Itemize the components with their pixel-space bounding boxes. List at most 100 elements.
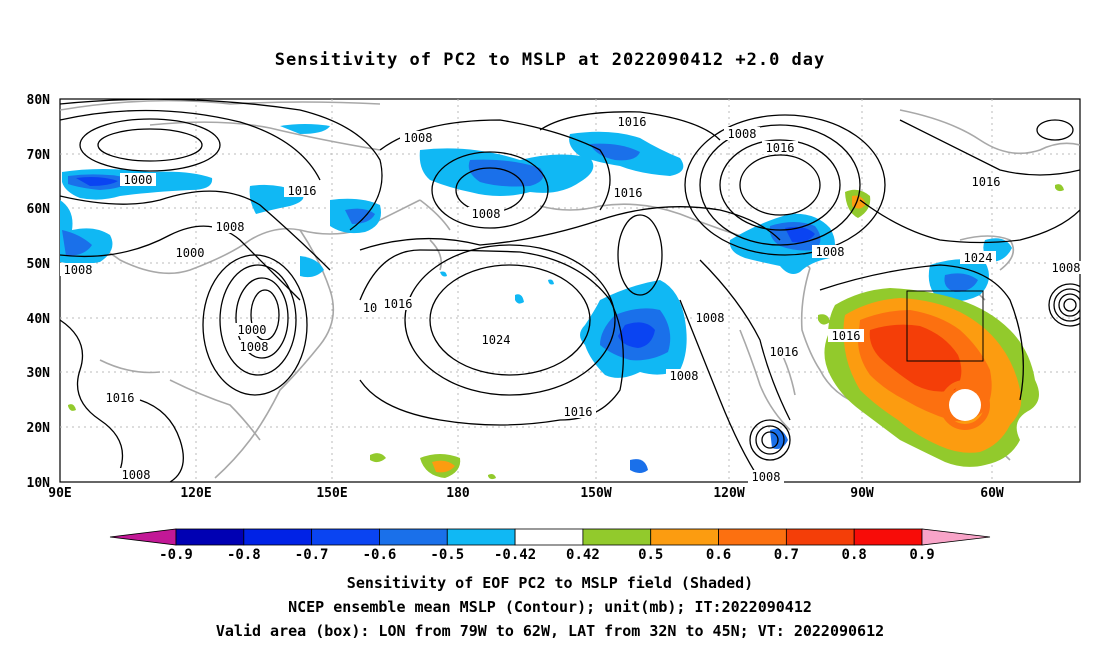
contour-label-bg xyxy=(468,207,504,220)
contour-label: 1008 xyxy=(216,220,245,234)
colorbar-swatch xyxy=(514,528,584,546)
contour-label-bg xyxy=(236,340,272,353)
contour-label-bg xyxy=(380,297,416,310)
lat-label: 80N xyxy=(27,93,51,108)
contour-label-bg xyxy=(360,301,380,314)
contour-label: 1008 xyxy=(64,263,93,277)
contour-label-bg xyxy=(120,173,156,186)
colorbar-label: 0.42 xyxy=(566,547,600,563)
contour-label: 1016 xyxy=(384,297,413,311)
contour-label: 1000 xyxy=(176,246,205,260)
mslp-contours xyxy=(60,99,1080,482)
lon-label: 150W xyxy=(580,486,611,501)
footer-line-1: Sensitivity of EOF PC2 to MSLP field (Sh… xyxy=(346,574,754,592)
contour-label: 1008 xyxy=(1052,261,1081,275)
lon-label: 90E xyxy=(48,486,71,501)
contour-label-bg xyxy=(666,369,702,382)
lat-label: 30N xyxy=(27,366,51,381)
contour-label-bg xyxy=(748,470,784,483)
contour-label-bg xyxy=(172,246,208,259)
colorbar-swatch xyxy=(785,528,855,546)
colorbar-label: 0.8 xyxy=(842,547,867,563)
contour-label-bg xyxy=(762,141,798,154)
colorbar-label: 0.6 xyxy=(706,547,731,563)
contour-label-bg xyxy=(766,345,802,358)
colorbar-label: 0.9 xyxy=(909,547,934,563)
colorbar-swatch xyxy=(175,528,245,546)
colorbar-left-arrow xyxy=(109,528,177,546)
colorbar-swatch xyxy=(446,528,516,546)
valid-area-box xyxy=(906,290,984,362)
contour-label-bg xyxy=(212,220,248,233)
colorbar-swatch xyxy=(718,528,787,546)
contour-labels: 1000 1008 1016 1008 1000 1016 1008 1008 1016 1008… xyxy=(60,115,1084,484)
contour-label-bg xyxy=(284,184,320,197)
contour-label: 1024 xyxy=(964,251,993,265)
colorbar-swatch xyxy=(243,528,313,546)
contour-label: 1008 xyxy=(696,311,725,325)
lat-label: 10N xyxy=(27,476,51,491)
contour-label-bg xyxy=(560,405,596,418)
contour-label: 1008 xyxy=(122,468,151,482)
contour-label-bg xyxy=(610,186,646,199)
lat-label: 40N xyxy=(27,312,51,327)
longitude-labels: 90E 120E 150E 180 150W 120W 90W 60W xyxy=(48,486,1004,501)
lat-label: 60N xyxy=(27,202,51,217)
contour-label: 1008 xyxy=(728,127,757,141)
contour-label: 1016 xyxy=(614,186,643,200)
negative-sensitivity-shading xyxy=(60,124,1012,473)
contour-label: 1008 xyxy=(670,369,699,383)
latitude-labels: 80N 70N 60N 50N 40N 30N 20N 10N xyxy=(27,93,51,491)
contour-label-bg xyxy=(692,311,728,324)
contour-label: 1008 xyxy=(752,470,781,484)
colorbar-label: 0.7 xyxy=(774,547,799,563)
contour-label-bg xyxy=(102,391,138,404)
colorbar-label: -0.7 xyxy=(295,547,329,563)
contour-label-bg xyxy=(724,127,760,140)
contour-label: 1008 xyxy=(240,340,269,354)
colorbar-swatch xyxy=(379,528,448,546)
map-title: Sensitivity of PC2 to MSLP at 2022090412… xyxy=(274,50,826,70)
contour-label-bg xyxy=(478,333,514,346)
contour-label: 1024 xyxy=(482,333,511,347)
colorbar-label: -0.42 xyxy=(494,547,536,563)
colorbar-label: -0.5 xyxy=(430,547,464,563)
contour-label: 1016 xyxy=(564,405,593,419)
lon-label: 150E xyxy=(316,486,347,501)
colorbar-swatch xyxy=(650,528,719,546)
contour-label: 1000 xyxy=(238,323,267,337)
lon-label: 90W xyxy=(850,486,874,501)
lat-label: 50N xyxy=(27,257,51,272)
colorbar-label: -0.8 xyxy=(227,547,261,563)
contour-label: 1016 xyxy=(832,329,861,343)
contour-label: 1016 xyxy=(288,184,317,198)
contour-label-bg xyxy=(960,251,996,264)
lon-label: 120W xyxy=(713,486,744,501)
contour-label: 1016 xyxy=(106,391,135,405)
lat-label: 70N xyxy=(27,148,51,163)
lon-label: 60W xyxy=(980,486,1004,501)
colorbar-label: 0.5 xyxy=(638,547,663,563)
lon-label: 120E xyxy=(180,486,211,501)
contour-label-bg xyxy=(118,468,154,481)
contour-label: 1016 xyxy=(618,115,647,129)
contour-label: 1016 xyxy=(770,345,799,359)
colorbar-label: -0.6 xyxy=(363,547,397,563)
contour-label: 1008 xyxy=(404,131,433,145)
positive-sensitivity-shading xyxy=(68,184,1064,480)
colorbar-right-arrow xyxy=(921,528,991,546)
colorbar-swatch xyxy=(582,528,652,546)
colorbar-swatch xyxy=(311,528,380,546)
contour-label-bg xyxy=(1048,261,1084,274)
contour-label-bg xyxy=(60,263,96,276)
contour-label-bg xyxy=(968,175,1004,188)
footer-line-3: Valid area (box): LON from 79W to 62W, L… xyxy=(215,622,885,640)
lat-label: 20N xyxy=(27,421,51,436)
lon-label: 180 xyxy=(446,486,470,501)
contour-label: 1016 xyxy=(972,175,1001,189)
contour-label: 1008 xyxy=(472,207,501,221)
contour-label-bg xyxy=(234,323,270,336)
contour-label: 1016 xyxy=(766,141,795,155)
contour-label: 10 xyxy=(363,301,377,315)
